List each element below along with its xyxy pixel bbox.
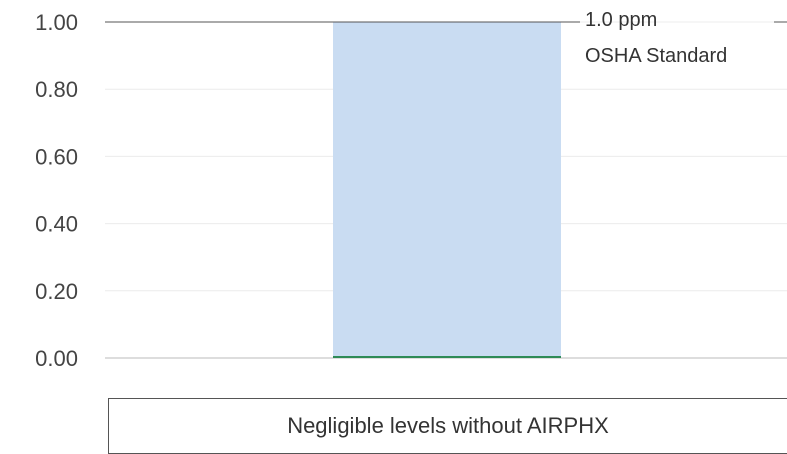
bar-osha-standard xyxy=(333,22,561,358)
bar-airphx-level xyxy=(333,356,561,358)
y-tick-label: 0.40 xyxy=(35,212,78,237)
category-label-box: Negligible levels without AIRPHX xyxy=(108,398,787,454)
chart: 0.00 0.20 0.40 0.60 0.80 1.00 1.0 ppm OSHA St… xyxy=(35,9,787,371)
y-tick-label: 0.20 xyxy=(35,279,78,304)
bars xyxy=(333,22,561,358)
y-tick-label: 0.00 xyxy=(35,346,78,371)
reference-label-standard: OSHA Standard xyxy=(585,45,727,67)
y-axis-ticks: 0.00 0.20 0.40 0.60 0.80 1.00 xyxy=(35,10,78,371)
category-label: Negligible levels without AIRPHX xyxy=(287,413,609,438)
y-tick-label: 0.80 xyxy=(35,77,78,102)
y-tick-label: 1.00 xyxy=(35,10,78,35)
y-tick-label: 0.60 xyxy=(35,144,78,169)
reference-label-value: 1.0 ppm xyxy=(585,9,657,31)
